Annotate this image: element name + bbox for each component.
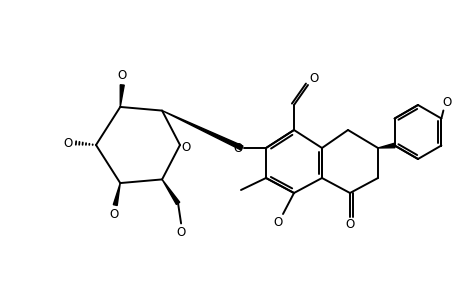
- Text: O: O: [273, 215, 282, 229]
- Text: O: O: [176, 226, 185, 239]
- Text: O: O: [118, 69, 127, 82]
- Text: O: O: [345, 218, 354, 232]
- Polygon shape: [162, 179, 179, 205]
- Polygon shape: [377, 143, 394, 148]
- Text: O: O: [309, 71, 318, 85]
- Text: O: O: [442, 96, 451, 109]
- Polygon shape: [162, 111, 242, 150]
- Polygon shape: [113, 183, 120, 206]
- Text: O: O: [181, 140, 190, 154]
- Polygon shape: [120, 85, 124, 107]
- Text: O: O: [109, 208, 118, 220]
- Text: O: O: [63, 136, 73, 149]
- Text: O: O: [233, 142, 242, 154]
